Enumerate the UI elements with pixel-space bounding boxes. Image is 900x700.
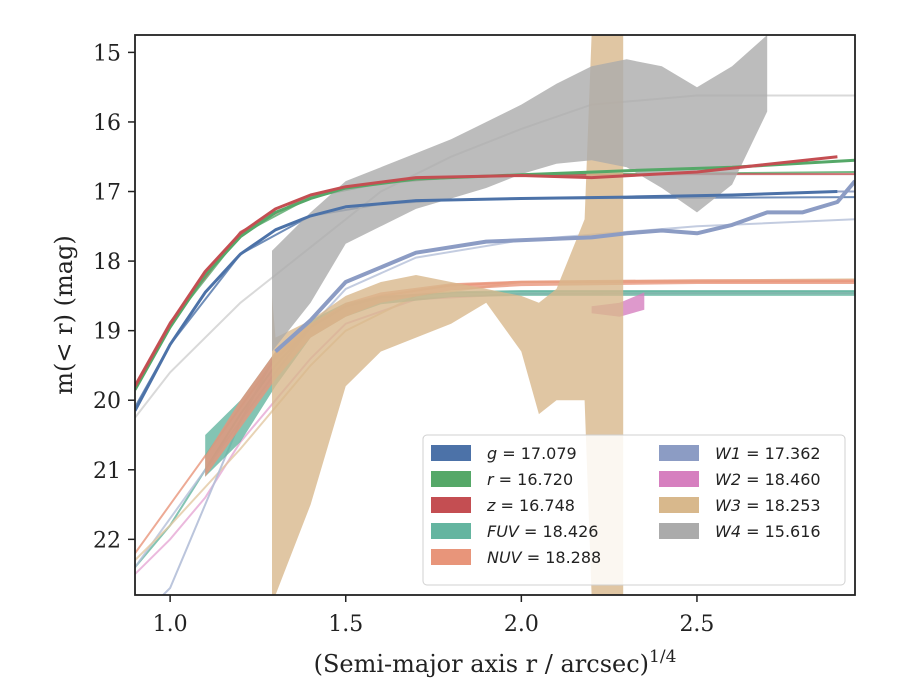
y-tick-label: 20 <box>93 389 121 414</box>
legend-label-w3: W3 = 18.253 <box>715 496 821 515</box>
legend-swatch-g <box>431 445 471 461</box>
legend-swatch-w1 <box>659 445 699 461</box>
legend-label-z: z = 16.748 <box>486 496 575 515</box>
series-line-z <box>135 155 838 388</box>
series-line-g <box>135 190 838 412</box>
legend-label-w1: W1 = 17.362 <box>715 444 821 463</box>
legend-label-w4: W4 = 15.616 <box>715 522 821 541</box>
y-tick-label: 15 <box>93 41 121 66</box>
legend-label-r: r = 16.720 <box>487 470 573 489</box>
legend-swatch-r <box>431 471 471 487</box>
x-axis-title: (Semi-major axis r / arcsec)1/4 <box>314 647 677 678</box>
legend-swatch-w4 <box>659 523 699 539</box>
legend-swatch-w2 <box>659 471 699 487</box>
x-tick-label: 2.0 <box>504 612 539 637</box>
legend-swatch-w3 <box>659 497 699 513</box>
plot-area <box>135 35 855 595</box>
y-tick-label: 19 <box>93 320 121 345</box>
x-axis-title-exponent: 1/4 <box>649 647 676 667</box>
y-tick-label: 18 <box>93 250 121 275</box>
axes: 1.0 1.5 2.0 2.5 15 16 17 18 19 20 21 22 (Semi-major … <box>50 41 714 678</box>
y-tick-label: 22 <box>93 528 121 553</box>
x-tick-label: 1.5 <box>328 612 363 637</box>
y-tick-label: 21 <box>93 459 121 484</box>
x-tick-label: 1.0 <box>153 612 188 637</box>
series-line-w1 <box>274 179 855 353</box>
legend-swatch-nuv <box>431 549 471 565</box>
series-line-r <box>135 158 855 391</box>
legend: g = 17.079 r = 16.720 z = 16.748 FUV = 18.4… <box>422 434 846 586</box>
y-tick-label: 17 <box>93 181 121 206</box>
y-axis-title: m(< r) (mag) <box>50 235 78 394</box>
legend-label-nuv: NUV = 18.288 <box>487 548 601 567</box>
legend-label-fuv: FUV = 18.426 <box>487 522 598 541</box>
y-tick-label: 16 <box>93 111 121 136</box>
x-tick-label: 2.5 <box>679 612 714 637</box>
legend-box <box>422 434 846 586</box>
series-band-w4 <box>272 35 768 352</box>
series-band-w3 <box>272 35 624 595</box>
legend-label-g: g = 17.079 <box>487 444 577 463</box>
legend-swatch-fuv <box>431 523 471 539</box>
legend-swatch-z <box>431 497 471 513</box>
legend-label-w2: W2 = 18.460 <box>715 470 821 489</box>
plot-frame <box>134 34 856 596</box>
